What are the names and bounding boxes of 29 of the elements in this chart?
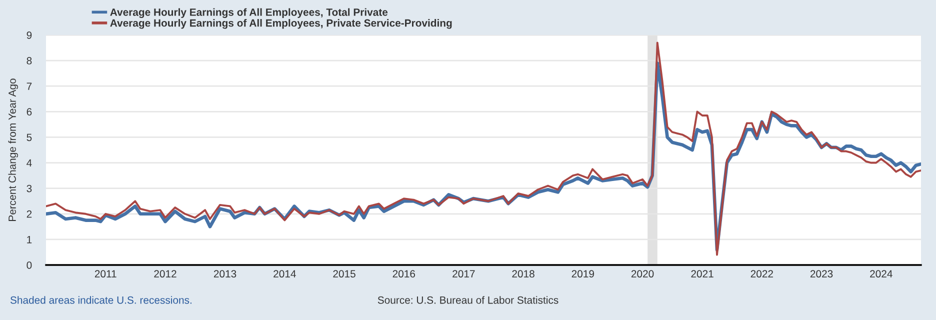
y-tick-label: 0 (26, 262, 32, 269)
y-tick-label: 9 (26, 32, 32, 39)
x-tick-label: 2014 (274, 270, 296, 278)
legend-label: Average Hourly Earnings of All Employees, Private Service-Providing (110, 19, 452, 29)
y-tick-label: 7 (26, 82, 32, 90)
text: Shaded areas indicate U.S. recessions. (10, 296, 192, 304)
legend-label: Average Hourly Earnings of All Employees, Total Private (110, 8, 388, 18)
x-tick-label: 2024 (870, 270, 892, 278)
x-tick-label: 2019 (572, 270, 594, 278)
x-tick-label: 2016 (392, 270, 416, 278)
x-tick-label: 2020 (631, 270, 654, 278)
x-tick-label: 2015 (333, 270, 356, 278)
x-tick-label: 2023 (810, 270, 833, 278)
y-tick-label: 6 (26, 108, 32, 116)
x-tick-label: 2012 (154, 270, 176, 278)
x-tick-label: 2021 (691, 270, 714, 278)
y-tick-label: 8 (26, 57, 32, 64)
x-tick-label: 2013 (214, 270, 236, 278)
y-tick-label: 5 (26, 134, 32, 142)
x-tick-label: 2018 (512, 270, 534, 278)
y-tick-label: 4 (26, 159, 32, 167)
y-tick-label: 2 (26, 210, 32, 218)
x-tick-label: 2022 (750, 270, 773, 278)
x-tick-label: 2017 (452, 270, 475, 278)
y-tick-label: 3 (26, 184, 32, 192)
y-axis-title: Percent Change from Year Ago (8, 78, 18, 221)
source-note: Source: U.S. Bureau of Labor Statistics (378, 296, 558, 304)
x-tick-label: 2011 (94, 270, 116, 278)
y-tick-label: 1 (27, 236, 32, 244)
